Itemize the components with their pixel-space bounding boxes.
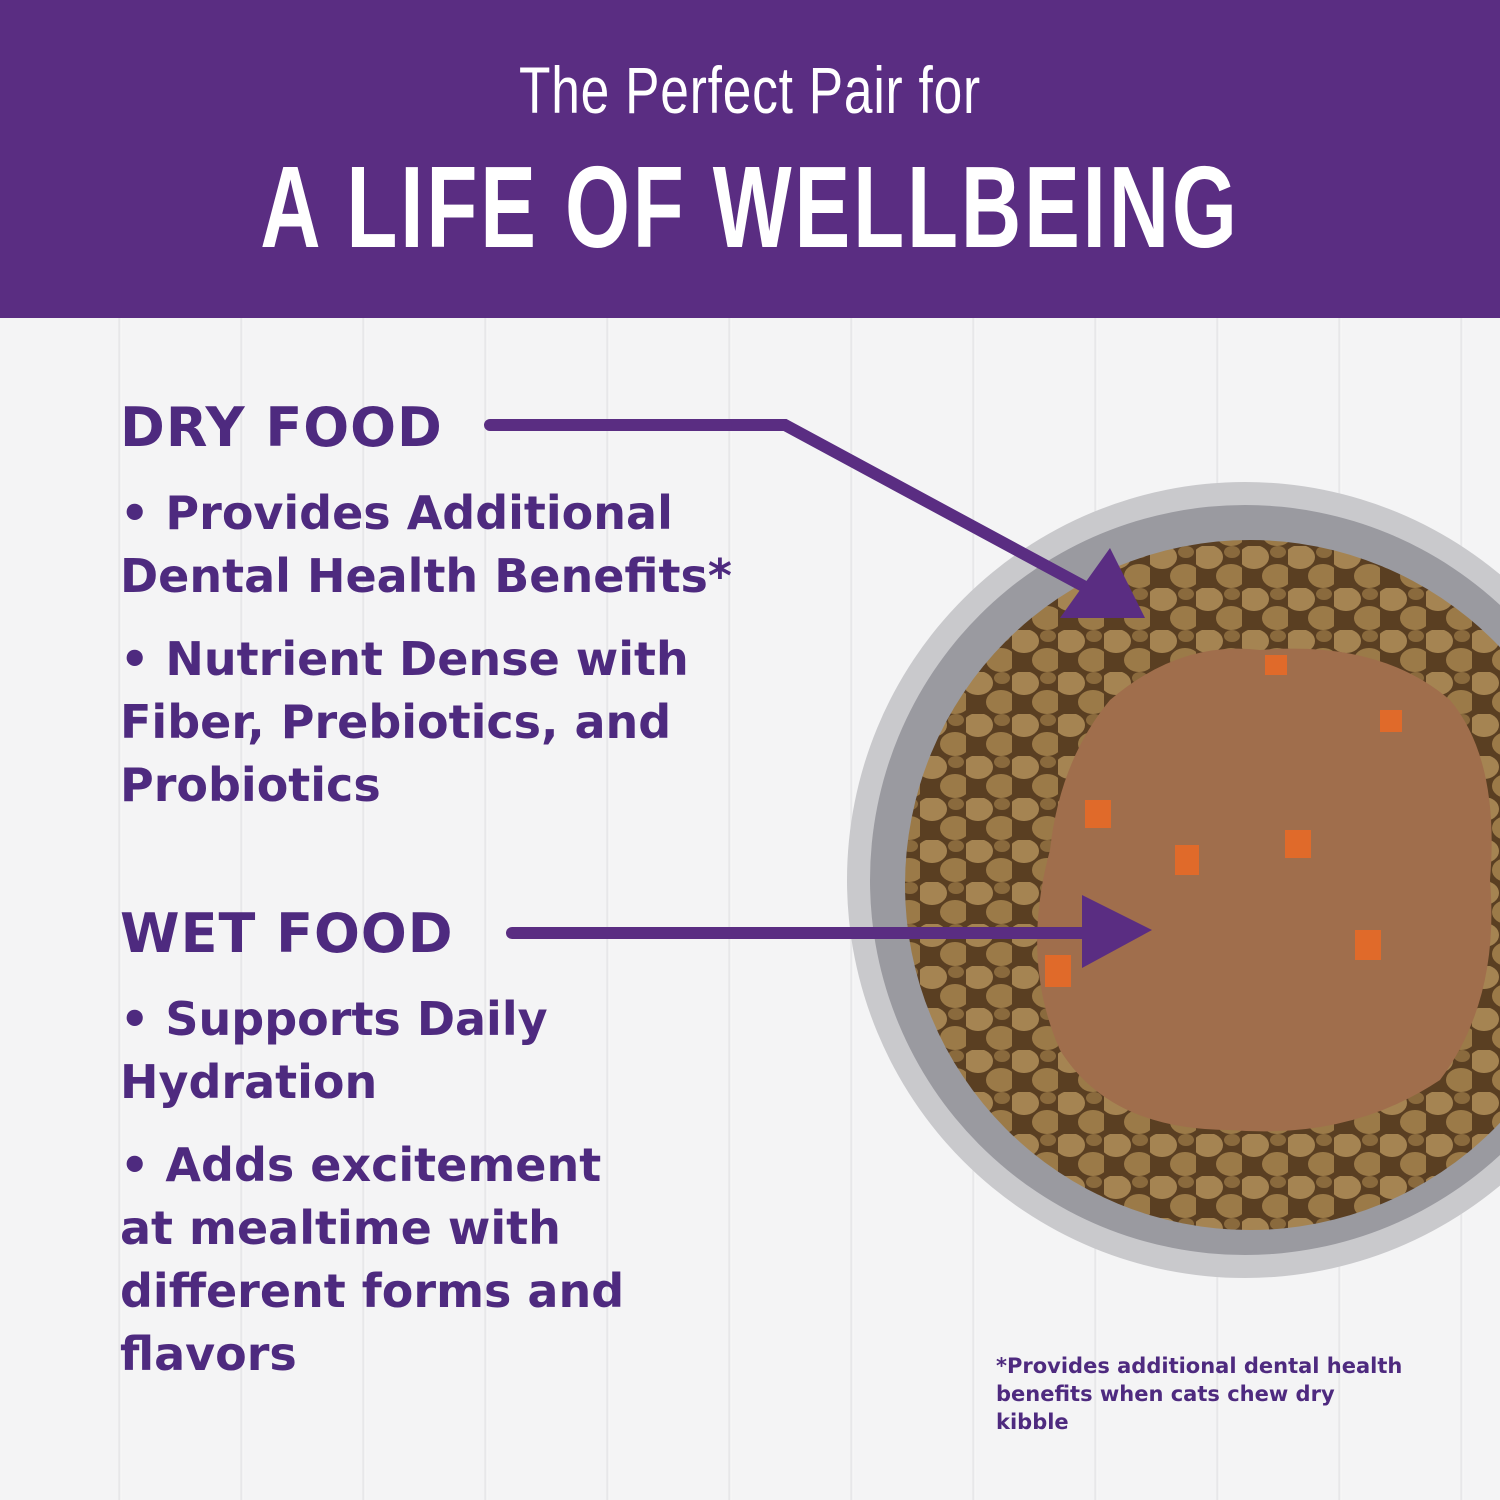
dry-food-bullet-1: • Provides Additional Dental Health Bene…: [120, 486, 732, 603]
wet-food-bullet-2: • Adds excitement at mealtime with diffe…: [120, 1138, 625, 1381]
wet-food: [1037, 648, 1492, 1132]
dry-food-arrow: [484, 419, 1145, 618]
wet-food-arrow: [506, 895, 1152, 968]
header-subtitle: The Perfect Pair for: [519, 53, 981, 127]
dry-food-bullet-2: • Nutrient Dense with Fiber, Prebiotics,…: [120, 632, 689, 812]
header-title: A LIFE OF WELLBEING: [260, 142, 1240, 272]
footnote: *Provides additional dental health benef…: [996, 1354, 1403, 1434]
wet-food-heading: WET FOOD: [120, 902, 454, 965]
dry-food-heading: DRY FOOD: [120, 396, 443, 459]
wet-food-bullet-1: • Supports Daily Hydration: [120, 992, 548, 1109]
header-banner: The Perfect Pair for A LIFE OF WELLBEING: [0, 0, 1500, 318]
